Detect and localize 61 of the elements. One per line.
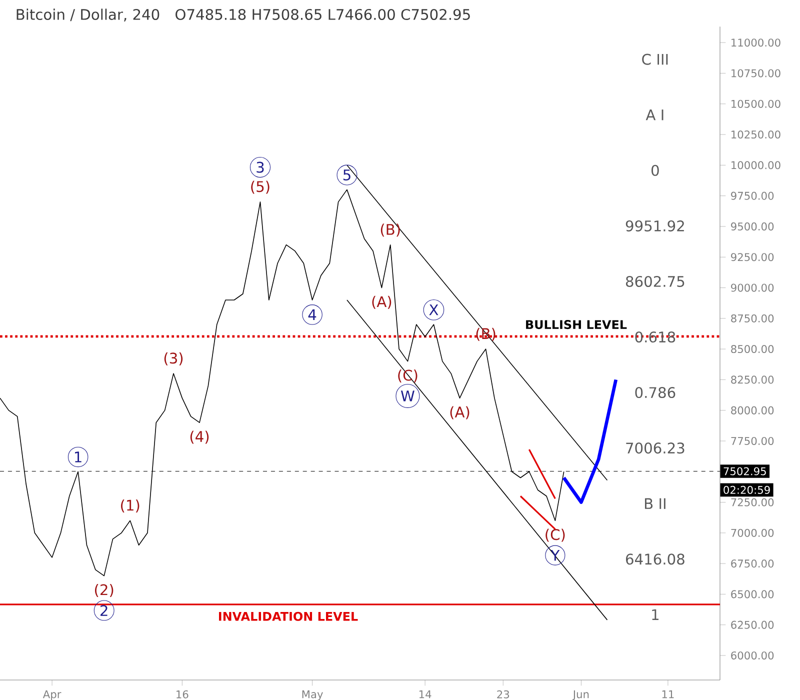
annotation: C III — [642, 54, 668, 65]
y-tick-label: 10500.00 — [732, 100, 780, 108]
y-tick-label: 8500.00 — [731, 345, 774, 354]
annotation: (A) — [372, 296, 392, 309]
annotation: (2) — [94, 584, 114, 597]
annotation: (4) — [190, 430, 209, 444]
y-tick-label: 6750.00 — [731, 560, 774, 568]
ref-line-label: 7502.95 — [724, 467, 766, 476]
x-tick-label: 23 — [497, 690, 510, 698]
y-tick-label: 7250.00 — [731, 498, 774, 506]
ref-line-label: INVALIDATION LEVEL — [218, 612, 358, 621]
annotation: X — [429, 304, 438, 316]
annotation: 0 — [652, 164, 659, 176]
x-tick-label: 14 — [419, 690, 432, 698]
ref-line-label: BULLISH LEVEL — [526, 320, 627, 330]
annotation: W — [400, 390, 414, 402]
line-series — [562, 378, 618, 504]
annotation: A I — [646, 110, 664, 120]
y-tick-label: 8250.00 — [731, 376, 774, 384]
annotation: 0.786 — [635, 387, 676, 398]
y-tick-label: 6500.00 — [731, 590, 774, 598]
x-tick-label: Apr — [42, 690, 62, 700]
y-tick-label: 8750.00 — [731, 314, 774, 322]
y-tick-label: 9000.00 — [731, 284, 774, 292]
annotation: 0.618 — [635, 331, 676, 343]
annotation: (B) — [380, 224, 400, 237]
annotation: (C) — [546, 528, 565, 542]
annotation: (3) — [164, 352, 183, 366]
y-tick-label: 9500.00 — [731, 222, 774, 230]
y-tick-label: 10000.00 — [732, 161, 780, 170]
annotation: B II — [644, 498, 666, 509]
y-tick-label: 10750.00 — [732, 69, 780, 78]
x-tick-label: Jun — [572, 690, 589, 700]
annotation: 4 — [308, 309, 316, 320]
text: 02:20:59 — [724, 486, 770, 494]
annotation: 9951.92 — [626, 220, 684, 232]
y-tick-label: 6250.00 — [731, 620, 774, 629]
annotation: 1 — [75, 452, 82, 462]
annotation: 2 — [100, 605, 108, 616]
y-tick-label: 7750.00 — [731, 436, 774, 445]
annotation: 1 — [652, 609, 658, 620]
annotation: 3 — [256, 162, 264, 173]
y-tick-label: 11000.00 — [732, 38, 780, 47]
y-tick-label: 8000.00 — [731, 406, 774, 414]
annotation: (1) — [121, 499, 140, 512]
y-tick-label: 6000.00 — [731, 651, 774, 660]
y-tick-label: 7000.00 — [731, 528, 774, 537]
annotation: 6416.08 — [626, 554, 684, 565]
annotation: 5 — [343, 170, 350, 180]
y-tick-label: 10250.00 — [732, 130, 780, 139]
chart-title: Bitcoin / Dollar, 240 — [16, 8, 160, 22]
x-tick-label: 11 — [662, 690, 674, 698]
y-tick-label: 9250.00 — [731, 253, 774, 262]
annotation: 8602.75 — [626, 276, 684, 287]
x-tick-label: 16 — [176, 690, 188, 698]
annotation: 7006.23 — [626, 442, 684, 454]
annotation: (5) — [251, 180, 270, 194]
annotation: (A) — [450, 406, 470, 420]
y-tick-label: 9750.00 — [731, 192, 774, 200]
x-tick-label: May — [302, 690, 323, 700]
chart-subtitle: O7485.18 H7508.65 L7466.00 C7502.95 — [176, 8, 470, 20]
